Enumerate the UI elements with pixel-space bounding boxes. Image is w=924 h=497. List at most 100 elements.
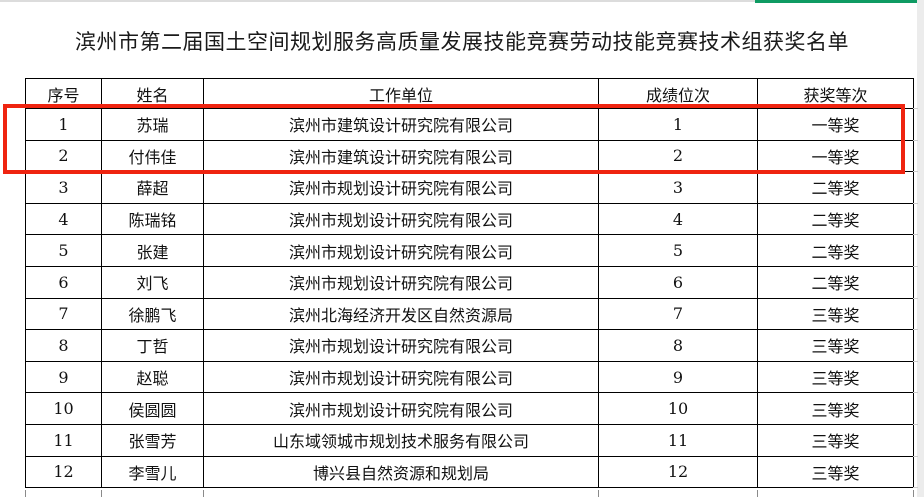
cell-organization: 滨州北海经济开发区自然资源局 (203, 297, 599, 331)
cell-organization: 山东域领城市规划技术服务有限公司 (203, 423, 599, 457)
cell-organization: 滨州市建筑设计研究院有限公司 (203, 108, 599, 141)
gridline-stub (913, 139, 918, 141)
cell-name: 刘飞 (101, 265, 204, 299)
column-header-index: 序号 (25, 78, 102, 109)
cell-name: 李雪儿 (101, 455, 204, 489)
cell-rank: 8 (598, 329, 758, 362)
gridline-stub (913, 202, 918, 204)
cell-organization: 滨州市规划设计研究院有限公司 (203, 171, 599, 204)
scrollbar-track (917, 0, 924, 497)
cell-rank: 9 (598, 360, 758, 394)
cell-index: 10 (25, 392, 102, 425)
cell-index: 12 (25, 455, 102, 489)
cell-name: 丁哲 (101, 329, 204, 362)
cell-award: 二等奖 (757, 234, 914, 267)
cell-name: 苏瑞 (101, 108, 204, 141)
cell-rank: 4 (598, 202, 758, 236)
cell-name: 付伟佳 (101, 139, 204, 173)
cell-index: 2 (25, 139, 102, 173)
column-header-organization: 工作单位 (203, 78, 599, 109)
table-row: 4 陈瑞铭 滨州市规划设计研究院有限公司 4 二等奖 (25, 202, 914, 236)
cell-name: 侯圆圆 (101, 392, 204, 425)
gridline-stub (913, 171, 918, 173)
table-row: 11 张雪芳 山东域领城市规划技术服务有限公司 11 三等奖 (25, 423, 914, 457)
cell-index: 6 (25, 265, 102, 299)
top-border-line (0, 0, 758, 2)
cell-rank: 11 (598, 423, 758, 457)
cell-award: 一等奖 (757, 108, 914, 141)
cell-award: 二等奖 (757, 202, 914, 236)
cell-name: 赵聪 (101, 360, 204, 394)
cell-organization: 滨州市建筑设计研究院有限公司 (203, 139, 599, 173)
gridline-stub (913, 266, 918, 267)
cell-organization: 滨州市规划设计研究院有限公司 (203, 202, 599, 236)
cell-name: 徐鹏飞 (101, 297, 204, 331)
cell-index: 5 (25, 234, 102, 267)
gridline-stub (101, 490, 102, 497)
gridline-stub (913, 297, 918, 299)
column-header-name: 姓名 (101, 78, 204, 109)
cell-index: 8 (25, 329, 102, 362)
cell-rank: 2 (598, 139, 758, 173)
cell-name: 陈瑞铭 (101, 202, 204, 236)
top-accent-bar (755, 0, 924, 3)
table-row: 9 赵聪 滨州市规划设计研究院有限公司 9 三等奖 (25, 360, 914, 394)
cell-organization: 滨州市规划设计研究院有限公司 (203, 360, 599, 394)
cell-award: 三等奖 (757, 329, 914, 362)
gridline-stub (598, 490, 599, 497)
gridline-stub (913, 424, 918, 425)
cell-rank: 3 (598, 171, 758, 204)
cell-award: 三等奖 (757, 455, 914, 489)
gridline-stub (913, 487, 918, 489)
cell-award: 三等奖 (757, 360, 914, 394)
cell-organization: 博兴县自然资源和规划局 (203, 455, 599, 489)
gridline-stub (25, 490, 26, 497)
column-header-rank: 成绩位次 (598, 78, 758, 109)
cell-award: 三等奖 (757, 297, 914, 331)
table-row: 10 侯圆圆 滨州市规划设计研究院有限公司 10 三等奖 (25, 392, 914, 425)
cell-rank: 10 (598, 392, 758, 425)
table-row: 1 苏瑞 滨州市建筑设计研究院有限公司 1 一等奖 (25, 108, 914, 141)
gridline-stub (913, 392, 918, 394)
cell-name: 薛超 (101, 171, 204, 204)
cell-name: 张雪芳 (101, 423, 204, 457)
table-row: 3 薛超 滨州市规划设计研究院有限公司 3 二等奖 (25, 171, 914, 204)
table-row: 7 徐鹏飞 滨州北海经济开发区自然资源局 7 三等奖 (25, 297, 914, 331)
cell-organization: 滨州市规划设计研究院有限公司 (203, 265, 599, 299)
table-row: 6 刘飞 滨州市规划设计研究院有限公司 6 二等奖 (25, 265, 914, 299)
gridline-stub (913, 108, 918, 109)
cell-rank: 5 (598, 234, 758, 267)
cell-award: 一等奖 (757, 139, 914, 173)
table-row: 5 张建 滨州市规划设计研究院有限公司 5 二等奖 (25, 234, 914, 267)
cell-award: 三等奖 (757, 423, 914, 457)
gridline-stub (913, 490, 914, 497)
gridline-stub (913, 360, 918, 362)
cell-award: 三等奖 (757, 392, 914, 425)
gridline-stub (913, 329, 918, 331)
cell-rank: 12 (598, 455, 758, 489)
cell-rank: 1 (598, 108, 758, 141)
table-row: 8 丁哲 滨州市规划设计研究院有限公司 8 三等奖 (25, 329, 914, 362)
cell-organization: 滨州市规划设计研究院有限公司 (203, 329, 599, 362)
cell-index: 9 (25, 360, 102, 394)
gridline-stub (913, 234, 918, 236)
gridline-stub (913, 455, 918, 457)
cell-name: 张建 (101, 234, 204, 267)
gridline-stub (203, 490, 204, 497)
cell-award: 二等奖 (757, 265, 914, 299)
gridline-stub (757, 490, 758, 497)
table-row: 2 付伟佳 滨州市建筑设计研究院有限公司 2 一等奖 (25, 139, 914, 173)
column-header-award: 获奖等次 (757, 78, 914, 109)
awards-table: 序号 姓名 工作单位 成绩位次 获奖等次 1 苏瑞 滨州市建筑设计研究院有限公司 1 一… (25, 78, 914, 489)
table-row: 12 李雪儿 博兴县自然资源和规划局 12 三等奖 (25, 455, 914, 489)
cell-award: 二等奖 (757, 171, 914, 204)
cell-index: 7 (25, 297, 102, 331)
header-row: 序号 姓名 工作单位 成绩位次 获奖等次 (25, 78, 914, 109)
cell-organization: 滨州市规划设计研究院有限公司 (203, 392, 599, 425)
cell-organization: 滨州市规划设计研究院有限公司 (203, 234, 599, 267)
page-title: 滨州市第二届国土空间规划服务高质量发展技能竞赛劳动技能竞赛技术组获奖名单 (75, 30, 849, 54)
cell-index: 1 (25, 108, 102, 141)
cell-rank: 6 (598, 265, 758, 299)
cell-rank: 7 (598, 297, 758, 331)
cell-index: 3 (25, 171, 102, 204)
